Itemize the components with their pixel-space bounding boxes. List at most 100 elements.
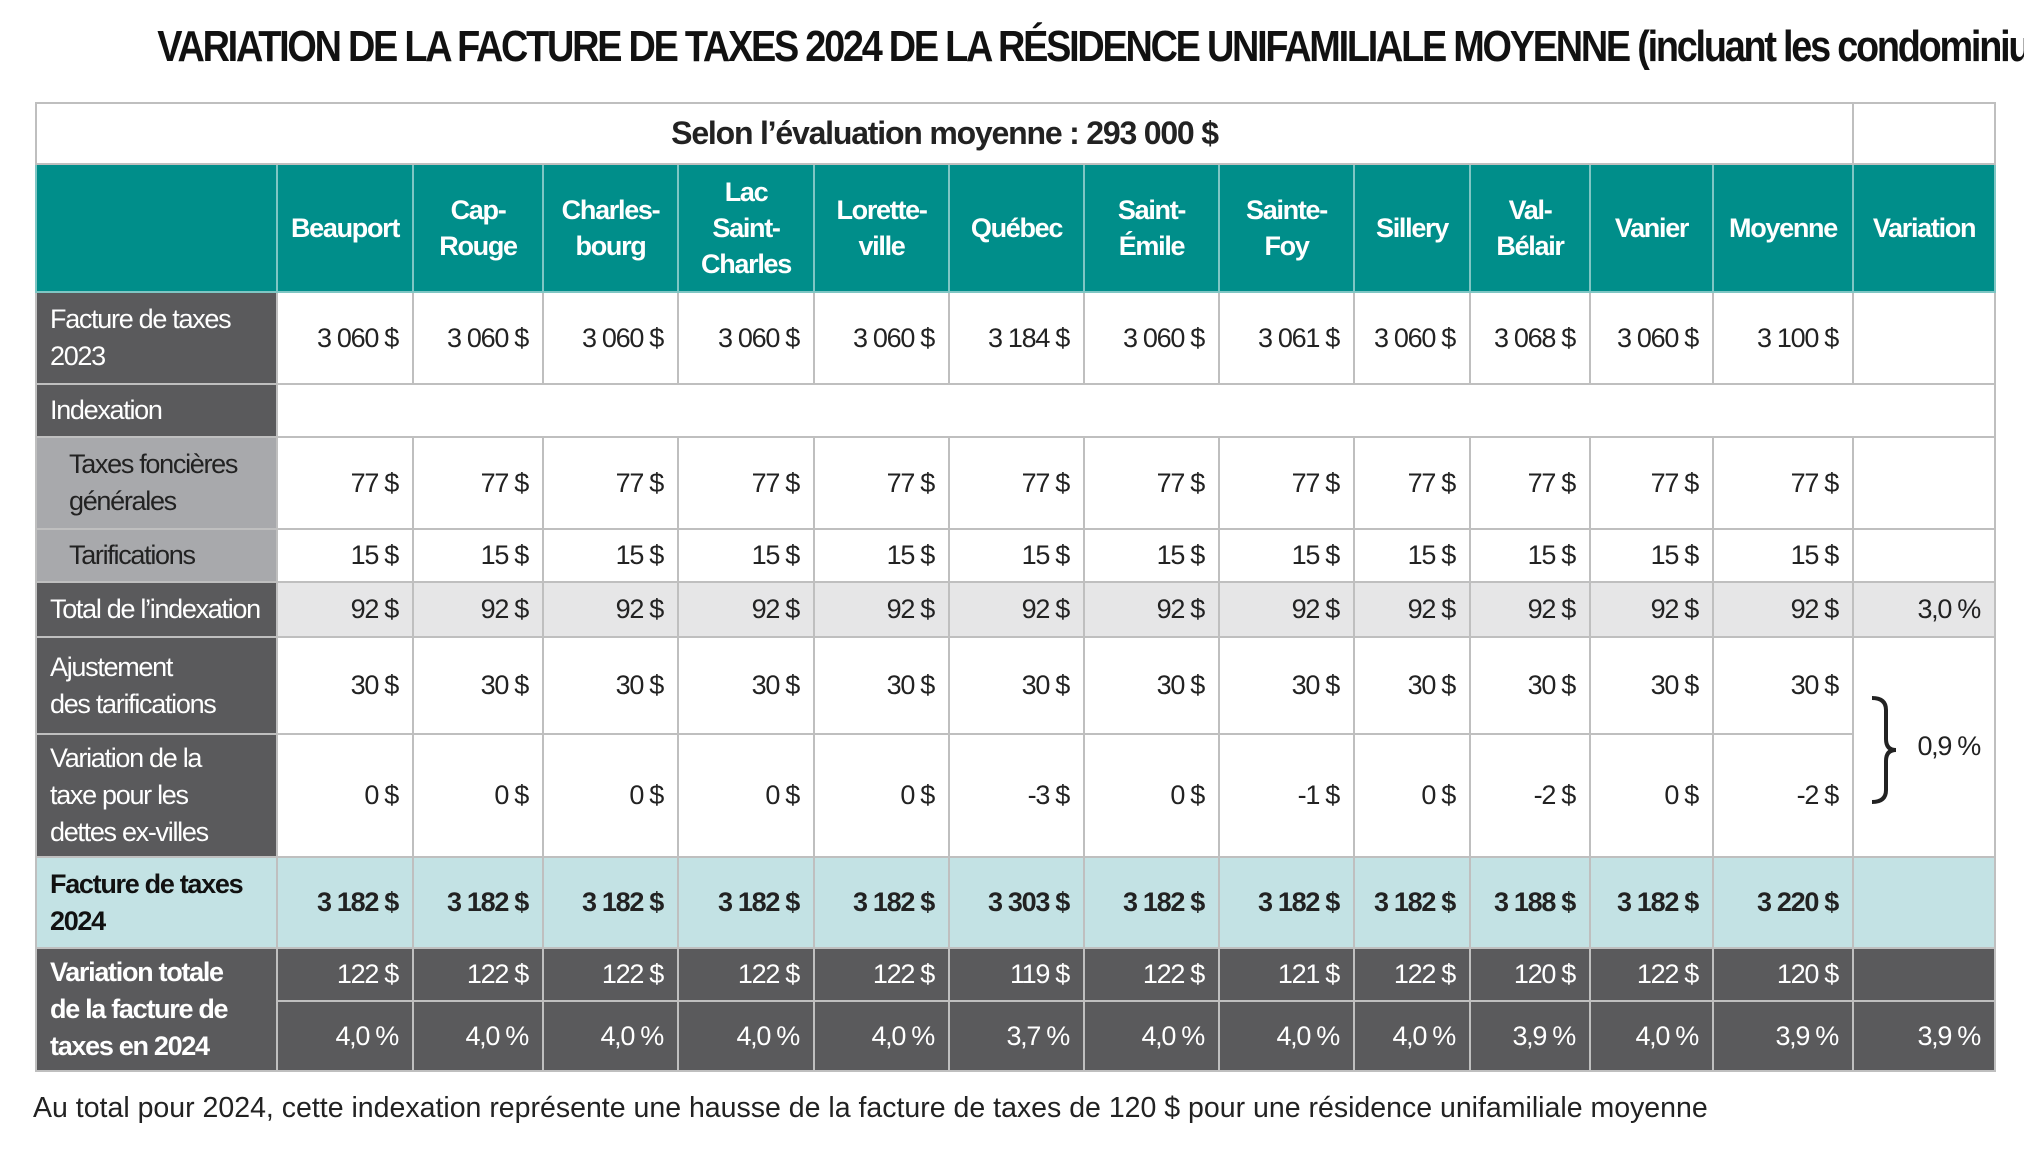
value-cell: 77 $ [1712,436,1854,530]
value-cell: 4,0 % [276,1000,414,1072]
row-label: Ajustement des tarifications [35,636,278,735]
empty-cell [276,383,1996,438]
empty-cell [1852,102,1996,165]
value-cell: 3,9 % [1469,1000,1591,1072]
value-cell: 77 $ [677,436,815,530]
value-cell: 30 $ [677,636,815,735]
value-cell: 77 $ [948,436,1085,530]
row-label: Indexation [35,383,278,438]
grouped-variation-cell: 0,9 % [1852,636,1996,858]
value-cell: -2 $ [1712,733,1854,858]
value-cell: 0 $ [1083,733,1220,858]
value-cell: 3 060 $ [1589,291,1714,385]
variation-cell [1852,856,1996,949]
value-cell: 92 $ [1469,581,1591,638]
value-cell: 92 $ [1353,581,1471,638]
value-cell: 122 $ [542,947,679,1002]
value-cell: 15 $ [1218,528,1355,583]
value-cell: 3 060 $ [412,291,544,385]
value-cell: 92 $ [677,581,815,638]
value-cell: 77 $ [1469,436,1591,530]
column-header: Saint- Émile [1083,163,1220,293]
row-variation-totale-dollars: Variation totale de la facture de taxes en… [35,947,1996,1072]
value-cell: 77 $ [1218,436,1355,530]
page-title: VARIATION DE LA FACTURE DE TAXES 2024 DE… [157,22,2024,71]
column-header: Cap- Rouge [412,163,544,293]
value-cell: 3 060 $ [677,291,815,385]
value-cell: 0 $ [412,733,544,858]
variation-cell: 3,9 % [1852,1000,1996,1072]
row-variation-totale-percent: 4,0 % 4,0 % 4,0 % 4,0 % 4,0 % 3,7 % 4,0 % 4,0 %… [36,1000,1996,1072]
value-cell: -2 $ [1469,733,1591,858]
value-cell: 30 $ [948,636,1085,735]
value-cell: 15 $ [542,528,679,583]
value-cell: 3 182 $ [412,856,544,949]
value-cell: 3 188 $ [1469,856,1591,949]
value-cell: 120 $ [1469,947,1591,1002]
value-cell: 3 182 $ [1589,856,1714,949]
value-cell: 92 $ [542,581,679,638]
value-cell: 4,0 % [1353,1000,1471,1072]
tax-table: Selon l’évaluation moyenne : 293 000 $ Be… [35,102,1996,1072]
column-header: Charles-bourg [542,163,679,293]
value-cell: 3,9 % [1712,1000,1854,1072]
value-cell: 3,7 % [948,1000,1085,1072]
value-cell: 77 $ [542,436,679,530]
column-header: Sainte- Foy [1218,163,1355,293]
row-label: Variation de la taxe pour les dettes ex-vi… [35,733,278,858]
value-cell: 77 $ [412,436,544,530]
value-cell: 92 $ [813,581,950,638]
value-cell: 4,0 % [1589,1000,1714,1072]
value-cell: 3 182 $ [1218,856,1355,949]
value-cell: 3 060 $ [813,291,950,385]
row-ajustement: Ajustement des tarifications 30 $30 $30 $3… [35,636,1996,858]
row-label: Facture de taxes 2024 [35,856,278,949]
value-cell: 122 $ [1353,947,1471,1002]
value-cell: 0 $ [276,733,414,858]
value-cell: 3 060 $ [1083,291,1220,385]
column-header: Vanier [1589,163,1714,293]
value-cell: 4,0 % [1083,1000,1220,1072]
value-cell: 30 $ [276,636,414,735]
value-cell: 3 060 $ [1353,291,1471,385]
header-row: Beauport Cap- Rouge Charles-bourg Lac Saint- C… [35,163,1996,293]
value-cell: 0 $ [1353,733,1471,858]
row-label: Variation totale de la facture de taxes en… [35,947,278,1072]
column-header: Moyenne [1712,163,1854,293]
value-cell: 0 $ [1589,733,1714,858]
value-cell: 15 $ [1083,528,1220,583]
value-cell: 92 $ [1083,581,1220,638]
row-tarifications: Tarifications 15 $15 $15 $15 $15 $15 $15 … [35,528,1996,583]
value-cell: -3 $ [948,733,1085,858]
value-cell: 30 $ [542,636,679,735]
value-cell: 77 $ [276,436,414,530]
right-curly-brace-icon [1871,696,1897,804]
value-cell: 119 $ [948,947,1085,1002]
value-cell: 3 100 $ [1712,291,1854,385]
row-dettes: Variation de la taxe pour les dettes ex-vi… [35,733,1995,858]
value-cell: -1 $ [1218,733,1355,858]
row-facture_2024: Facture de taxes 2024 3 182 $ 3 182 $ 3 182 … [35,856,1996,949]
value-cell: 4,0 % [813,1000,950,1072]
value-cell: 92 $ [1589,581,1714,638]
value-cell: 122 $ [412,947,544,1002]
value-cell: 3 182 $ [677,856,815,949]
value-cell: 15 $ [1469,528,1591,583]
value-cell: 77 $ [1353,436,1471,530]
value-cell: 30 $ [412,636,544,735]
value-cell: 15 $ [948,528,1085,583]
value-cell: 4,0 % [542,1000,679,1072]
brace-group: 0,9 % [1855,639,1993,855]
value-cell: 15 $ [1712,528,1854,583]
variation-cell [1852,291,1996,385]
value-cell: 92 $ [1712,581,1854,638]
value-cell: 3 220 $ [1712,856,1854,949]
value-cell: 92 $ [948,581,1085,638]
variation-cell [1852,528,1996,583]
value-cell: 30 $ [1712,636,1854,735]
column-header: Variation [1852,163,1996,293]
value-cell: 0 $ [813,733,950,858]
value-cell: 15 $ [813,528,950,583]
row-taxes_foncieres: Taxes foncières générales 77 $77 $77 $77 $… [35,436,1996,530]
variation-cell: 3,0 % [1852,581,1996,638]
